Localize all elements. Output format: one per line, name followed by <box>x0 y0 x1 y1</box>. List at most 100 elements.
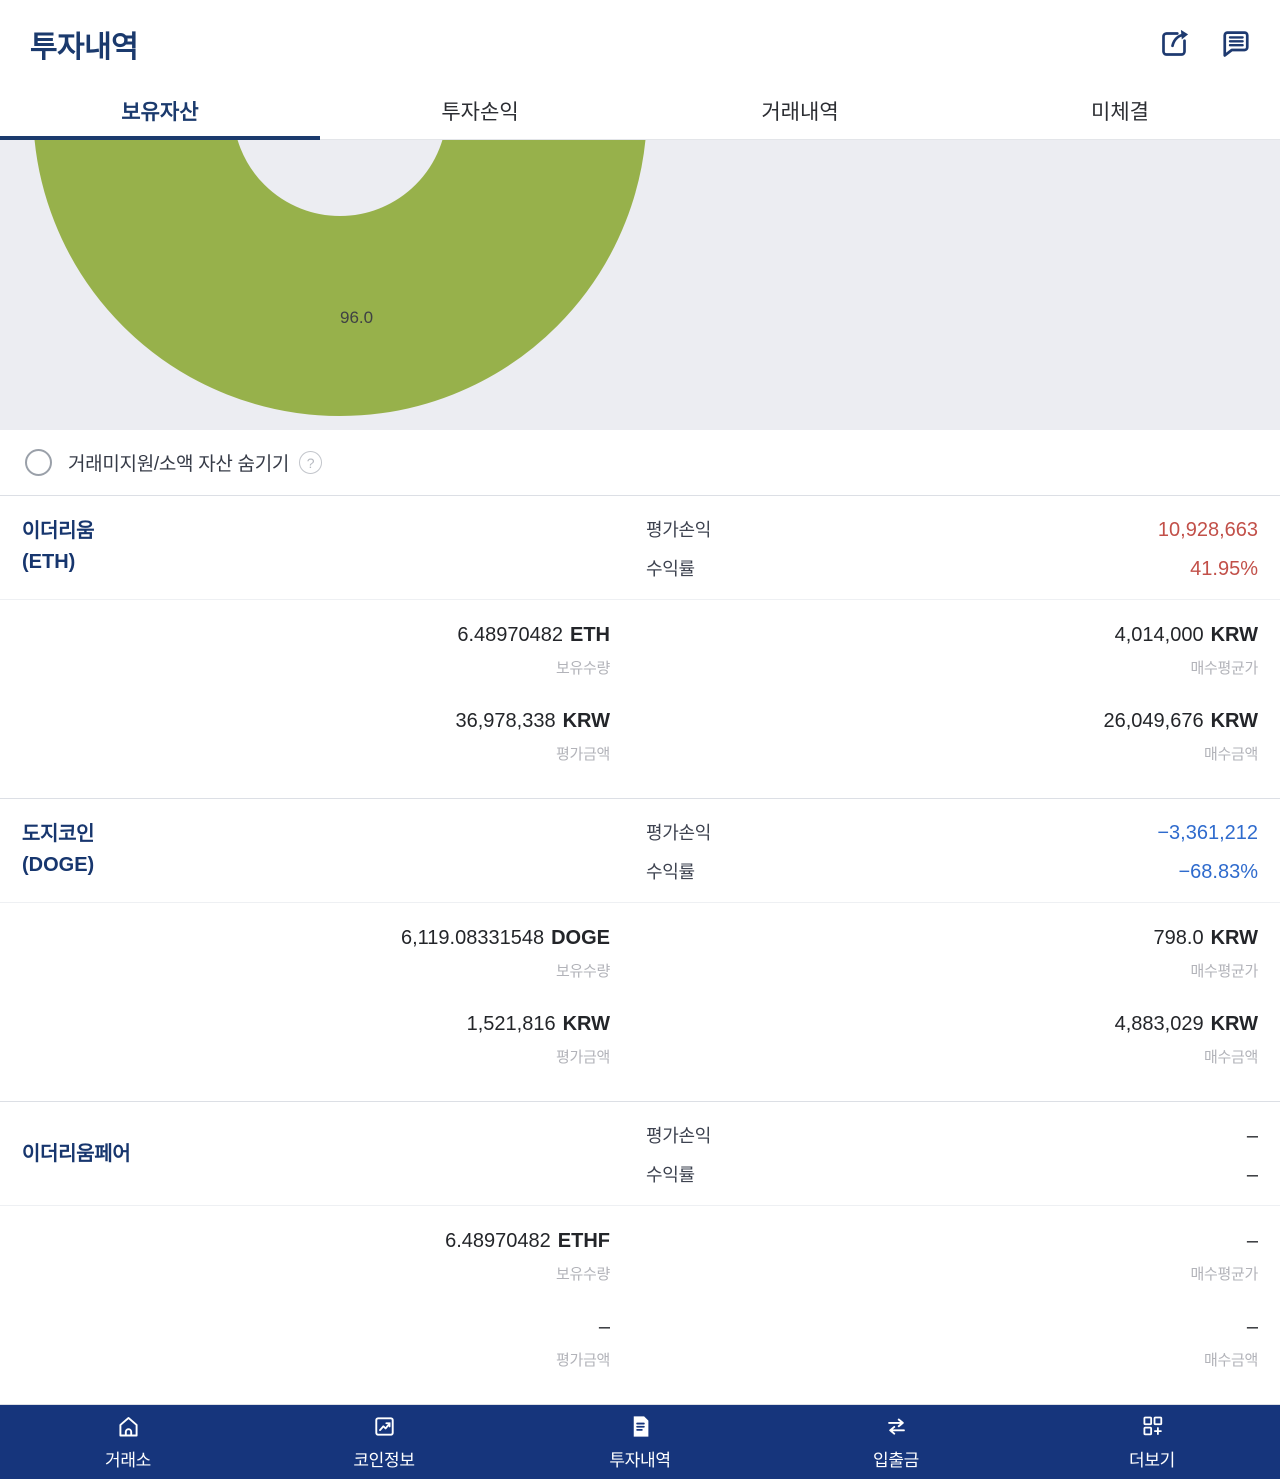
buy-amount: 26,049,676 <box>1103 710 1204 733</box>
nav-exchange-label: 거래소 <box>104 1451 152 1471</box>
qty-cell: 6.48970482 ETH 보유수량 <box>0 624 640 678</box>
pl-value: 10,928,663 <box>1157 519 1258 542</box>
ror-value: – <box>1246 1164 1258 1187</box>
qty-unit: ETHF <box>557 1230 610 1253</box>
eval-label: 평가금액 <box>555 1049 610 1067</box>
asset-row-doge[interactable]: 도지코인 (DOGE) 평가손익 −3,361,212 수익률 −68.83% … <box>0 799 1280 1103</box>
qty-amount: 6,119.08331548 <box>400 927 545 950</box>
eval-amount: 36,978,338 <box>455 710 556 733</box>
ror-label: 수익률 <box>646 559 695 580</box>
asset-ethf-name-block: 이더리움페어 <box>22 1122 646 1187</box>
pl-value: – <box>1246 1125 1258 1148</box>
eval-amount: 1,521,816 <box>466 1013 556 1036</box>
nav-exchange[interactable]: 거래소 <box>0 1405 256 1479</box>
tab-trade-history-label: 거래내역 <box>761 100 839 124</box>
asset-doge-summary: 도지코인 (DOGE) 평가손익 −3,361,212 수익률 −68.83% <box>0 799 1280 904</box>
pl-label: 평가손익 <box>646 1126 712 1147</box>
pl-row: 평가손익 10,928,663 <box>646 516 1258 542</box>
chat-icon[interactable] <box>1218 26 1254 62</box>
eval-label: 평가금액 <box>555 1352 610 1370</box>
ror-row: 수익률 41.95% <box>646 555 1258 581</box>
donut-chart-svg <box>34 140 646 417</box>
ror-value: −68.83% <box>1178 861 1258 884</box>
qty-label: 보유수량 <box>555 1266 610 1284</box>
avg-amount: 4,014,000 <box>1114 624 1204 647</box>
portfolio-donut-chart: 96.0 <box>0 140 1280 430</box>
avg-amount: 798.0 <box>1153 927 1204 950</box>
nav-investment-history-label: 투자내역 <box>609 1451 671 1471</box>
coin-info-icon <box>374 1417 394 1436</box>
asset-eth-stats: 평가손익 10,928,663 수익률 41.95% <box>646 516 1258 581</box>
eval-label: 평가금액 <box>555 746 610 764</box>
qty-cell: 6.48970482 ETHF 보유수량 <box>0 1230 640 1284</box>
coin-name: 이더리움페어 <box>22 1143 131 1166</box>
pl-label: 평가손익 <box>646 520 712 541</box>
avg-cell: 4,014,000 KRW 매수평균가 <box>640 624 1280 678</box>
nav-more[interactable]: 더보기 <box>1024 1405 1280 1479</box>
buy-amount: – <box>1246 1316 1258 1339</box>
avg-unit: KRW <box>1210 624 1258 647</box>
tab-holdings[interactable]: 보유자산 <box>0 82 320 140</box>
nav-deposit-withdraw[interactable]: 입출금 <box>768 1405 1024 1479</box>
tab-trade-history[interactable]: 거래내역 <box>640 82 960 140</box>
asset-row-eth[interactable]: 이더리움 (ETH) 평가손익 10,928,663 수익률 41.95% 6.… <box>0 496 1280 800</box>
eval-cell: 1,521,816 KRW 평가금액 <box>0 1013 640 1067</box>
nav-investment-history[interactable]: 투자내역 <box>512 1405 768 1479</box>
qty-amount: 6.48970482 <box>445 1230 551 1253</box>
document-icon <box>633 1416 648 1437</box>
qty-amount: 6.48970482 <box>457 624 563 647</box>
nav-coin-info[interactable]: 코인정보 <box>256 1405 512 1479</box>
pl-value: −3,361,212 <box>1157 822 1258 845</box>
tab-open-orders[interactable]: 미체결 <box>960 82 1280 140</box>
eval-cell: 36,978,338 KRW 평가금액 <box>0 710 640 764</box>
eval-amount: – <box>598 1316 610 1339</box>
avg-label: 매수평균가 <box>1190 963 1258 981</box>
asset-eth-summary: 이더리움 (ETH) 평가손익 10,928,663 수익률 41.95% <box>0 496 1280 601</box>
eval-unit: KRW <box>562 710 610 733</box>
buy-label: 매수금액 <box>1203 1352 1258 1370</box>
coin-name: 도지코인 <box>22 823 95 846</box>
qty-label: 보유수량 <box>555 660 610 678</box>
hide-small-assets-row: 거래미지원/소액 자산 숨기기 ? <box>0 430 1280 497</box>
asset-eth-name-block: 이더리움 (ETH) <box>22 516 646 581</box>
hide-small-assets-label: 거래미지원/소액 자산 숨기기 <box>68 454 290 476</box>
more-icon <box>1143 1416 1162 1436</box>
avg-cell: – 매수평균가 <box>640 1230 1280 1284</box>
buy-label: 매수금액 <box>1203 746 1258 764</box>
tab-holdings-label: 보유자산 <box>121 100 199 124</box>
hide-small-assets-radio[interactable] <box>25 449 52 477</box>
qty-unit: ETH <box>570 624 610 647</box>
help-icon[interactable]: ? <box>299 451 323 475</box>
pl-row: 평가손익 −3,361,212 <box>646 819 1258 845</box>
buy-label: 매수금액 <box>1203 1049 1258 1067</box>
pl-label: 평가손익 <box>646 823 712 844</box>
qty-cell: 6,119.08331548 DOGE 보유수량 <box>0 927 640 981</box>
asset-eth-detail-grid: 6.48970482 ETH 보유수량 4,014,000 KRW 매수평균가 36… <box>0 600 1280 798</box>
asset-doge-name-block: 도지코인 (DOGE) <box>22 819 646 884</box>
asset-ethf-detail-grid: 6.48970482 ETHF 보유수량 – 매수평균가 – 평가금액 – 매수금… <box>0 1206 1280 1404</box>
avg-unit: KRW <box>1210 927 1258 950</box>
avg-label: 매수평균가 <box>1190 660 1258 678</box>
avg-amount: – <box>1246 1230 1258 1253</box>
buy-cell: – 매수금액 <box>640 1316 1280 1370</box>
qty-unit: DOGE <box>551 927 610 950</box>
coin-name: 이더리움 <box>22 520 95 543</box>
header-icons <box>1156 26 1254 62</box>
tab-profit-loss[interactable]: 투자손익 <box>320 82 640 140</box>
help-glyph: ? <box>306 454 315 471</box>
share-icon[interactable] <box>1156 26 1192 62</box>
buy-unit: KRW <box>1210 710 1258 733</box>
buy-cell: 26,049,676 KRW 매수금액 <box>640 710 1280 764</box>
ror-label: 수익률 <box>646 862 695 883</box>
coin-symbol: (ETH) <box>22 551 76 574</box>
tab-open-orders-label: 미체결 <box>1091 100 1149 124</box>
ror-row: 수익률 – <box>646 1161 1258 1187</box>
asset-doge-detail-grid: 6,119.08331548 DOGE 보유수량 798.0 KRW 매수평균가 1… <box>0 903 1280 1101</box>
page-title: 투자내역 <box>30 30 139 64</box>
ror-value: 41.95% <box>1190 558 1258 581</box>
eval-unit: KRW <box>562 1013 610 1036</box>
asset-row-ethf[interactable]: 이더리움페어 평가손익 – 수익률 – 6.48970482 ETHF 보유수량 … <box>0 1102 1280 1406</box>
app-header: 투자내역 <box>0 0 1280 82</box>
asset-doge-stats: 평가손익 −3,361,212 수익률 −68.83% <box>646 819 1258 884</box>
